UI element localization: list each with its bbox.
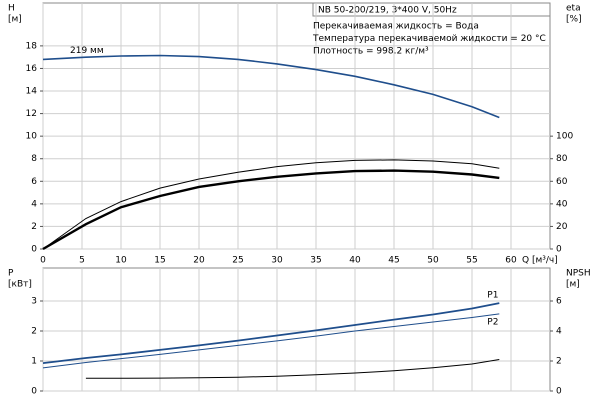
y-axis-label: [м]	[8, 15, 22, 25]
line-series	[42, 313, 500, 369]
y-tick-label: 14	[26, 87, 38, 97]
y2-axis-label: eta	[566, 4, 581, 14]
line-series	[42, 159, 500, 250]
y-tick-label: 16	[26, 64, 38, 74]
y-tick-label: 3	[31, 297, 37, 307]
x-axis-label: Q [м³/ч]	[522, 256, 558, 266]
y-tick-label: 6	[31, 177, 37, 187]
annotation: Перекачиваемая жидкость = Вода	[313, 22, 479, 32]
x-tick-label: 30	[271, 256, 283, 266]
y2-tick-label: 0	[556, 245, 562, 255]
x-tick-label: 55	[466, 256, 477, 266]
y2-tick-label: 20	[556, 222, 568, 232]
y-axis-label: [кВт]	[8, 280, 32, 290]
y-tick-label: 2	[31, 222, 37, 232]
y2-tick-label: 40	[556, 199, 568, 209]
chart-title: NB 50-200/219, 3*400 V, 50Hz	[318, 6, 457, 16]
y2-axis-label: [м]	[566, 280, 580, 290]
x-tick-label: 0	[40, 256, 46, 266]
y2-tick-label: 60	[556, 177, 568, 187]
line-series	[42, 302, 500, 364]
x-tick-label: 60	[505, 256, 517, 266]
y-tick-label: 0	[31, 387, 37, 397]
y2-axis-label: NPSH	[566, 269, 591, 279]
y-tick-label: 1	[31, 357, 37, 367]
y2-tick-label: 0	[556, 387, 562, 397]
x-tick-label: 50	[427, 256, 439, 266]
x-tick-label: 5	[79, 256, 85, 266]
y-axis-label: P	[8, 269, 14, 279]
series-label: P2	[487, 317, 498, 327]
line-series	[85, 359, 500, 379]
y-tick-label: 0	[31, 245, 37, 255]
y-tick-label: 10	[26, 132, 38, 142]
bottom-plot-frame	[42, 267, 551, 392]
series-label: P1	[487, 291, 498, 301]
x-tick-label: 45	[388, 256, 399, 266]
x-tick-label: 35	[310, 256, 321, 266]
x-tick-label: 40	[349, 256, 361, 266]
y-tick-label: 18	[26, 41, 38, 51]
line-series	[42, 54, 500, 119]
y-tick-label: 12	[26, 109, 37, 119]
y-axis-label: H	[8, 4, 15, 14]
y2-tick-label: 6	[556, 297, 562, 307]
x-tick-label: 10	[115, 256, 127, 266]
x-tick-label: 15	[154, 256, 165, 266]
annotation: Температура перекачиваемой жидкости = 20…	[312, 34, 546, 44]
y2-tick-label: 80	[556, 154, 568, 164]
y2-tick-label: 4	[556, 327, 562, 337]
series-label: 219 мм	[70, 46, 104, 56]
y-tick-label: 2	[31, 327, 37, 337]
y-tick-label: 8	[31, 154, 37, 164]
line-series	[42, 169, 500, 251]
x-tick-label: 20	[193, 256, 205, 266]
annotation: Плотность = 998.2 кг/м³	[313, 47, 429, 57]
x-tick-label: 25	[232, 256, 243, 266]
y2-tick-label: 2	[556, 357, 562, 367]
title-box	[312, 2, 551, 17]
y2-axis-label: [%]	[566, 15, 582, 25]
y2-tick-label: 100	[556, 132, 573, 142]
y-tick-label: 4	[31, 199, 37, 209]
